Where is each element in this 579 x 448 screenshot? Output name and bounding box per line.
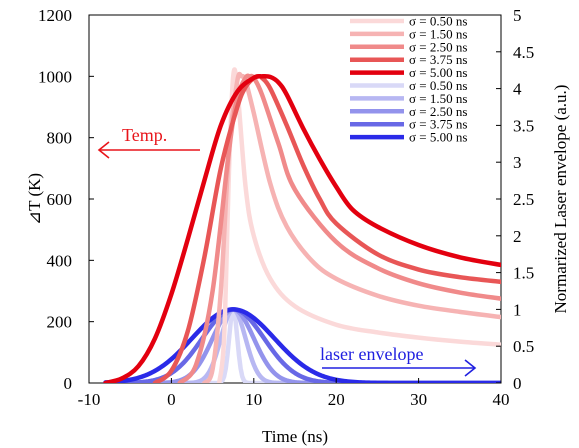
laser-arrow-head xyxy=(464,359,477,377)
legend: σ = 0.50 nsσ = 1.50 nsσ = 2.50 nsσ = 3.7… xyxy=(350,14,467,145)
y-left-tick-label: 800 xyxy=(47,129,73,148)
legend-label: σ = 2.50 ns xyxy=(409,39,467,54)
laser-line-2 xyxy=(103,307,501,383)
y-left-tick-label: 1200 xyxy=(38,6,72,25)
y-right-tick-label: 3.5 xyxy=(513,116,534,135)
y-right-tick-label: 1.5 xyxy=(513,264,534,283)
legend-label: σ = 0.50 ns xyxy=(409,78,467,93)
y-left-tick-label: 1000 xyxy=(38,67,72,86)
temperature-line-3 xyxy=(177,73,501,383)
laser-line-5 xyxy=(103,307,501,383)
y-left-tick-label: 400 xyxy=(47,251,73,270)
legend-label: σ = 2.50 ns xyxy=(409,104,467,119)
y-right-tick-label: 1 xyxy=(513,300,522,319)
laser-line-1 xyxy=(103,308,501,383)
x-tick-label: -10 xyxy=(78,390,101,409)
y-right-tick-label: 0 xyxy=(513,374,522,393)
y-right-tick-label: 2 xyxy=(513,227,522,246)
x-tick-label: 40 xyxy=(493,390,510,409)
x-tick-label: 30 xyxy=(410,390,427,409)
y-left-tick-label: 200 xyxy=(47,313,73,332)
y-right-tick-label: 3 xyxy=(513,153,522,172)
temperature-line-2 xyxy=(202,71,501,383)
legend-label: σ = 3.75 ns xyxy=(409,52,467,67)
x-tick-label: 0 xyxy=(167,390,176,409)
y-axis-title-right: Normarized Laser envelope (a.u.) xyxy=(551,85,570,314)
y-left-tick-label: 600 xyxy=(47,190,73,209)
y-left-tick-label: 0 xyxy=(64,374,73,393)
y-right-tick-label: 0.5 xyxy=(513,337,534,356)
legend-label: σ = 1.50 ns xyxy=(409,91,467,106)
temp-arrow-head xyxy=(97,141,110,159)
legend-label: σ = 3.75 ns xyxy=(409,117,467,132)
temperature-line-5 xyxy=(103,73,501,383)
temp-annotation: Temp. xyxy=(122,125,167,145)
y-right-tick-label: 2.5 xyxy=(513,190,534,209)
legend-label: σ = 5.00 ns xyxy=(409,130,467,145)
x-tick-label: 10 xyxy=(245,390,262,409)
ticks-layer: -10 0 10 20 30 4002004006008001000120000.511.… xyxy=(38,6,534,409)
y-right-tick-label: 4.5 xyxy=(513,43,534,62)
x-axis-title: Time (ns) xyxy=(262,427,328,446)
laser-line-4 xyxy=(103,307,501,383)
series-layer xyxy=(103,67,501,383)
legend-label: σ = 0.50 ns xyxy=(409,14,467,29)
y-right-tick-label: 5 xyxy=(513,6,522,25)
laser-annotation: laser envelope xyxy=(320,344,423,364)
x-tick-label: 20 xyxy=(328,390,345,409)
legend-label: σ = 1.50 ns xyxy=(409,26,467,41)
annotations: Temp. laser envelope xyxy=(97,125,477,377)
legend-label: σ = 5.00 ns xyxy=(409,65,467,80)
y-axis-title-left: ⊿T (K) xyxy=(25,173,44,225)
y-right-tick-label: 4 xyxy=(513,80,522,99)
laser-line-3 xyxy=(103,307,501,383)
